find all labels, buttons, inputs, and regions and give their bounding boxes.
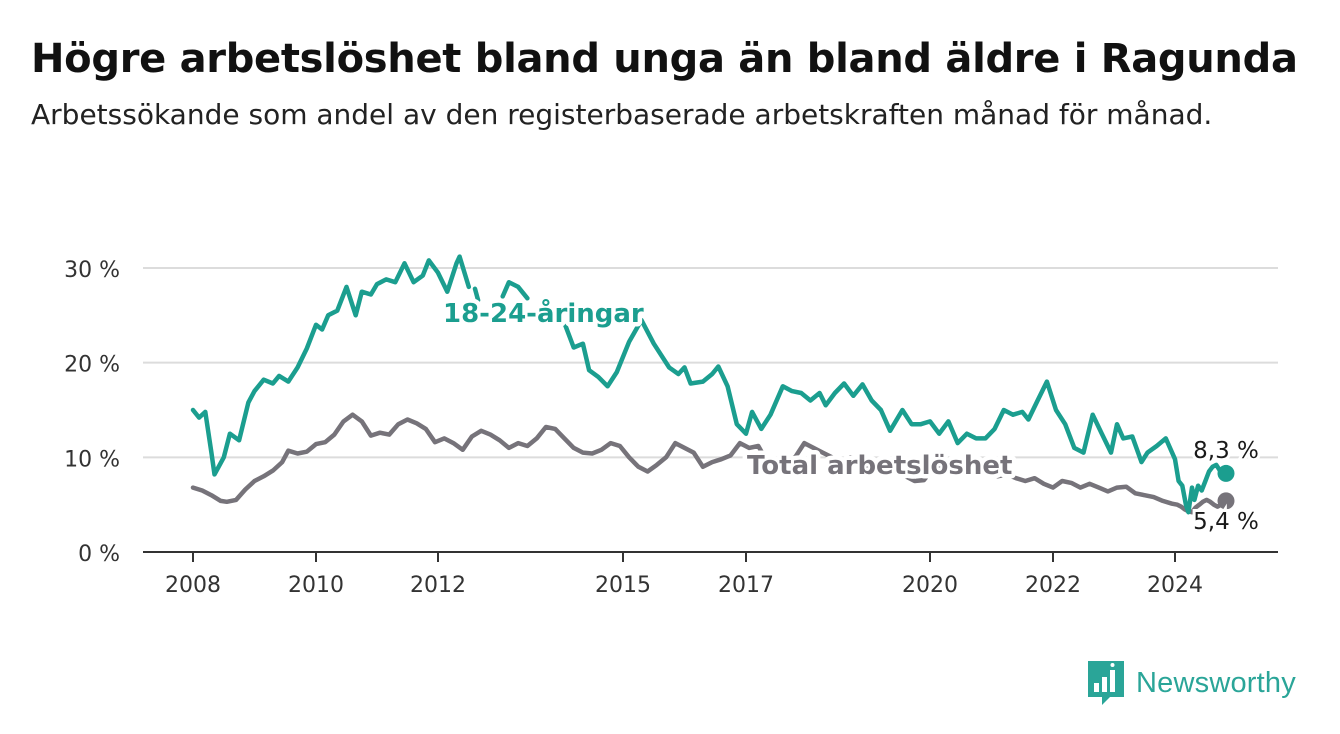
x-tick-label: 2022 [1025, 573, 1081, 598]
y-tick-label: 0 % [78, 542, 120, 567]
x-tick-label: 2015 [595, 573, 651, 598]
page-subtitle: Arbetssökande som andel av den registerb… [31, 98, 1213, 131]
series-label-18-24: 18-24-åringar [443, 297, 644, 329]
x-tick-label: 2020 [902, 573, 958, 598]
bar-chart-logo-icon [1088, 661, 1124, 705]
x-tick-label: 2010 [288, 573, 344, 598]
series-line-total [190, 412, 1229, 515]
y-tick-label: 20 % [64, 353, 120, 378]
brand-logo: Newsworthy [1088, 660, 1296, 706]
brand-name: Newsworthy [1136, 666, 1296, 699]
x-tick-label: 2012 [410, 573, 466, 598]
end-point-18-24 [1217, 464, 1235, 482]
series-line-18-24 [190, 254, 1229, 515]
y-tick-label: 10 % [64, 447, 120, 472]
x-tick-label: 2024 [1147, 573, 1203, 598]
y-tick-label: 30 % [64, 258, 120, 283]
x-tick-label: 2008 [165, 573, 221, 598]
series-label-total: Total arbetslöshet [747, 451, 1012, 481]
end-point-total [1217, 492, 1235, 510]
page-title: Högre arbetslöshet bland unga än bland ä… [31, 36, 1298, 82]
last-value-18-24: 8,3 % [1193, 438, 1259, 464]
last-value-total: 5,4 % [1193, 509, 1259, 535]
x-tick-label: 2017 [718, 573, 774, 598]
